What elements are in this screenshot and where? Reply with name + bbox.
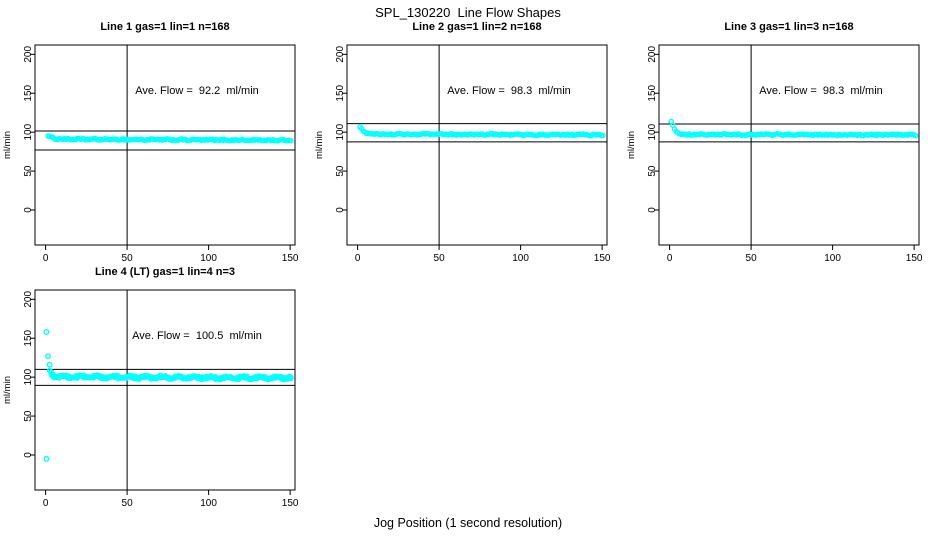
plot-area: 0 50 100 150 200 0 50 100 150 ml/min [626,44,923,263]
plot-frame [34,289,296,491]
flow-point [600,132,606,139]
x-tick-label: 150 [594,253,611,263]
x-tick-label: 0 [355,253,361,263]
ave-flow-annotation: Ave. Flow = 98.3 ml/min [759,85,883,97]
flow-outlier-point [43,455,50,462]
panel-title: Line 3 gas=1 lin=3 n=168 [724,21,854,33]
y-tick-label: 200 [647,46,658,63]
x-tick-label: 0 [43,498,49,508]
y-axis-title: ml/min [314,131,325,159]
x-tick-label: 100 [824,253,841,263]
panel-line-4: Line 4 (LT) gas=1 lin=4 n=3 Ave. Flow = … [0,263,312,508]
y-tick-label: 150 [23,84,34,101]
x-tick-label: 100 [200,498,217,508]
figure-title: SPL_130220 Line Flow Shapes [375,5,561,20]
flow-point [288,137,294,144]
y-tick-label: 50 [23,410,34,422]
x-tick-label: 100 [512,253,529,263]
flow-outlier-point [43,328,50,335]
flow-outlier-point [46,361,53,368]
x-tick-label: 150 [282,253,299,263]
data-points [43,328,294,462]
y-tick-label: 100 [335,123,346,140]
plot-area: 0 50 100 150 200 0 50 100 150 ml/min [314,44,611,263]
y-tick-label: 0 [23,207,34,213]
y-tick-label: 200 [23,46,34,63]
y-tick-label: 50 [647,165,658,177]
y-tick-label: 150 [647,84,658,101]
y-tick-label: 50 [335,165,346,177]
panel-title: Line 1 gas=1 lin=1 n=168 [100,21,230,33]
ave-flow-annotation: Ave. Flow = 92.2 ml/min [135,85,259,97]
flow-outlier-point [45,353,52,360]
y-tick-label: 50 [23,165,34,177]
y-tick-label: 150 [335,84,346,101]
y-tick-label: 100 [23,123,34,140]
plot-area: 0 50 100 150 200 0 50 100 150 ml/min [2,44,299,263]
flow-point [912,132,919,139]
plot-frame [658,44,920,246]
y-axis-title: ml/min [2,376,13,404]
x-tick-label: 50 [746,253,758,263]
y-tick-label: 0 [647,207,658,213]
x-tick-label: 0 [43,253,49,263]
x-tick-label: 100 [200,253,217,263]
data-points [357,124,606,139]
panel-title: Line 4 (LT) gas=1 lin=4 n=3 [94,266,236,278]
y-tick-label: 100 [647,123,658,140]
plot-frame [346,44,608,246]
panel-line-1: Line 1 gas=1 lin=1 n=168 Ave. Flow = 92.… [0,18,312,263]
x-tick-label: 150 [282,498,299,508]
y-tick-label: 200 [335,46,346,63]
y-tick-label: 150 [23,329,34,346]
y-tick-label: 0 [23,452,34,458]
x-tick-label: 150 [906,253,923,263]
y-axis-title: ml/min [626,131,637,159]
ave-flow-annotation: Ave. Flow = 100.5 ml/min [132,330,262,342]
plot-frame [34,44,296,246]
x-tick-label: 50 [122,253,134,263]
panel-line-3: Line 3 gas=1 lin=3 n=168 Ave. Flow = 98.… [624,18,936,263]
x-tick-label: 50 [122,498,134,508]
data-points [45,133,294,144]
y-tick-label: 200 [23,291,34,308]
y-tick-label: 100 [23,368,34,385]
panel-title: Line 2 gas=1 lin=2 n=168 [412,21,542,33]
x-tick-label: 50 [434,253,446,263]
panel-line-2: Line 2 gas=1 lin=2 n=168 Ave. Flow = 98.… [312,18,624,263]
plot-area: 0 50 100 150 200 0 50 100 150 ml/min [2,289,299,508]
data-points [668,118,919,139]
y-tick-label: 0 [335,207,346,213]
ave-flow-annotation: Ave. Flow = 98.3 ml/min [447,85,571,97]
x-tick-label: 0 [667,253,673,263]
y-axis-title: ml/min [2,131,13,159]
flow-point [288,374,294,380]
x-axis-label: Jog Position (1 second resolution) [373,516,563,530]
